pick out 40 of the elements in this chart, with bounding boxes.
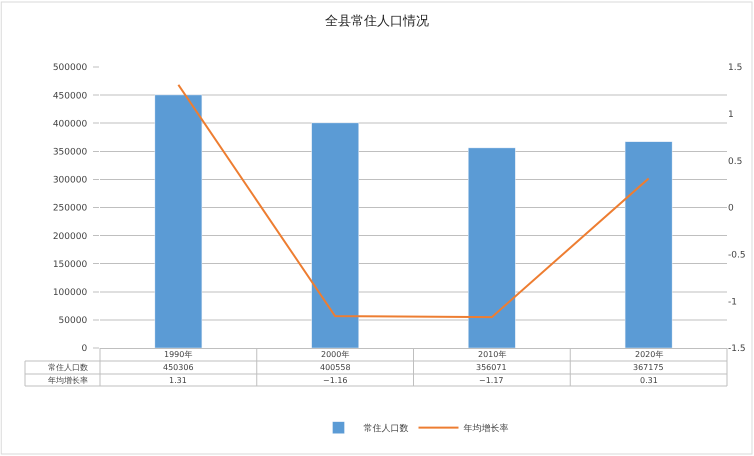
x-tick-label: 2010年 [478, 350, 506, 359]
y2-tick-label: -1 [728, 297, 737, 308]
data-label: 400558 [320, 363, 351, 372]
y2-tick-label: 0 [728, 204, 734, 214]
bar [624, 141, 672, 348]
text: 常住人口数 [48, 363, 88, 372]
x-tick-label: 2000年 [321, 350, 350, 359]
data-label: 0.31 [640, 376, 658, 385]
line-series [177, 84, 650, 318]
y-tick-label: 500000 [52, 63, 88, 74]
legend-label: 年均增长率 [464, 423, 508, 434]
y-tick-label: 150000 [52, 260, 88, 270]
data-label: −1.17 [479, 376, 504, 385]
y-tick-label: 0 [81, 344, 88, 354]
y2-tick-label: 1 [728, 110, 734, 120]
y-tick-label: 350000 [52, 147, 88, 158]
y-tick-label: 400000 [52, 119, 88, 130]
data-label: 1.31 [169, 376, 187, 385]
y2-tick-label: 0.5 [728, 156, 742, 167]
bar [468, 148, 516, 348]
x-tick-label: 1990年 [164, 350, 192, 359]
y2-tick-label: -0.5 [728, 250, 746, 260]
y-tick-label: 250000 [52, 204, 88, 214]
data-label: 356071 [476, 363, 507, 372]
x-tick-label: 2020年 [635, 350, 664, 359]
y2-tick-label: -1.5 [728, 344, 746, 354]
data-label: 367175 [633, 363, 664, 372]
y-tick-label: 200000 [52, 232, 88, 242]
bar [154, 94, 202, 348]
text: 年均增长率 [48, 376, 88, 385]
legend-label: 常住人口数 [364, 423, 408, 434]
chart-title: 全县常住人口情况 [325, 14, 429, 30]
y-tick-label: 100000 [52, 288, 88, 298]
data-label: −1.16 [323, 376, 348, 385]
y-tick-label: 450000 [52, 91, 88, 102]
bar [311, 122, 359, 348]
y-tick-label: 50000 [58, 316, 88, 326]
y2-tick-label: 1.5 [728, 63, 742, 74]
y-tick-label: 300000 [52, 176, 88, 186]
data-label: 450306 [163, 363, 194, 372]
